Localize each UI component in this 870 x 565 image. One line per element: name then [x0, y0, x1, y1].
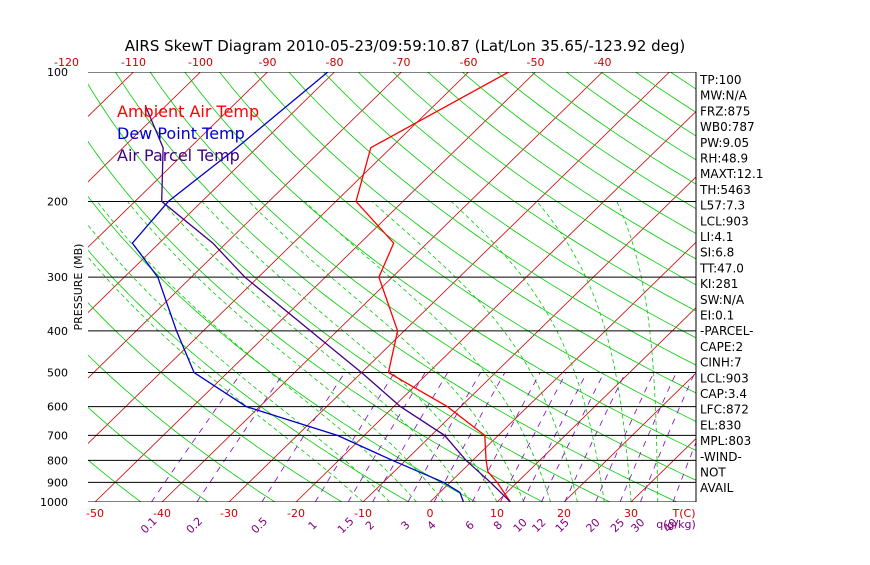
dry-adiabat-line	[0, 72, 7, 502]
index-item: -WIND-	[700, 450, 742, 464]
pressure-tick-label: 200	[47, 195, 68, 208]
index-item: LFC:872	[700, 403, 749, 417]
pressure-tick-label: 600	[47, 401, 68, 414]
dry-adiabat-line	[220, 72, 870, 502]
index-item: CAPE:2	[700, 340, 743, 354]
index-item: CAP:3.4	[700, 387, 747, 401]
moist-adiabat-line	[372, 201, 577, 502]
dry-adiabat-line	[497, 72, 870, 502]
dry-adiabat-line	[358, 72, 870, 502]
moist-adiabat-line	[451, 201, 604, 502]
index-item: MW:N/A	[700, 89, 748, 103]
dry-adiabat-line	[774, 72, 870, 502]
moist-adiabat-line	[202, 201, 497, 502]
top-temp-tick-label: -120	[54, 56, 79, 69]
mixing-ratio-unit: q(g/kg)	[656, 518, 696, 531]
pressure-tick-label: 900	[47, 476, 68, 489]
bottom-temp-tick-label: 10	[490, 507, 504, 520]
mixing-ratio-label: 0.2	[184, 515, 206, 537]
index-item: NOT	[700, 466, 726, 480]
index-item: SW:N/A	[700, 293, 745, 307]
pressure-tick-label: 700	[47, 429, 68, 442]
mixing-ratio-label: 3	[398, 518, 412, 532]
dry-adiabat-line	[324, 72, 870, 502]
dry-adiabat-line	[289, 72, 870, 502]
bottom-temp-tick-label: -50	[86, 507, 104, 520]
top-temp-tick-label: -80	[326, 56, 344, 69]
index-item: TP:100	[699, 73, 742, 87]
index-item: SI:6.8	[700, 246, 734, 260]
pressure-tick-label: 800	[47, 454, 68, 467]
pressure-tick-label: 300	[47, 271, 68, 284]
top-temp-tick-label: -50	[527, 56, 545, 69]
index-item: FRZ:875	[700, 104, 750, 118]
mixing-ratio-label: 0.5	[249, 515, 271, 537]
index-item: PW:9.05	[700, 136, 749, 150]
top-temp-tick-label: -110	[121, 56, 146, 69]
moist-adiabat-line	[97, 201, 417, 502]
mixing-ratio-label: 2	[363, 518, 377, 532]
mixing-ratio-label: 8	[491, 518, 505, 532]
index-item: RH:48.9	[700, 152, 748, 166]
dry-adiabat-line	[254, 72, 870, 502]
moist-adiabat-line	[127, 201, 443, 502]
dry-adiabat-line	[462, 72, 870, 502]
index-item: LI:4.1	[700, 230, 733, 244]
mixing-ratio-label: 20	[584, 516, 603, 535]
legend-item: Air Parcel Temp	[117, 146, 240, 165]
top-temp-tick-label: -100	[188, 56, 213, 69]
bottom-temp-tick-label: -10	[354, 507, 372, 520]
dry-adiabat-line	[428, 72, 870, 502]
dry-adiabat-line	[393, 72, 870, 502]
mixing-ratio-label: 12	[529, 516, 548, 535]
index-item: MAXT:12.1	[700, 167, 763, 181]
index-item: MPL:803	[700, 434, 751, 448]
legend: Ambient Air Temp Dew Point Temp Air Parcel…	[117, 102, 259, 165]
pressure-tick-label: 400	[47, 325, 68, 338]
pressure-tick-label: 500	[47, 367, 68, 380]
mixing-ratio-label: 4	[425, 518, 439, 532]
top-temp-tick-label: -60	[460, 56, 478, 69]
top-temp-tick-label: -70	[393, 56, 411, 69]
mixing-ratio-label: 1	[306, 518, 320, 532]
index-item: TH:5463	[699, 183, 751, 197]
index-item: TT:47.0	[699, 261, 744, 275]
index-item: LCL:903	[700, 371, 749, 385]
isotherm-line	[430, 72, 870, 502]
legend-item: Ambient Air Temp	[117, 102, 259, 121]
index-item: EI:0.1	[700, 309, 734, 323]
y-axis-label: PRESSURE (MB)	[72, 244, 85, 331]
mixing-ratio-label: 10	[511, 516, 530, 535]
air-parcel-temp-line	[146, 106, 511, 502]
mixing-ratio-label: 6	[463, 518, 477, 532]
bottom-temp-tick-label: -20	[287, 507, 305, 520]
moist-adiabat-line	[617, 201, 658, 502]
isotherm-line	[28, 72, 468, 502]
isotherm-line	[765, 72, 870, 502]
index-item: CINH:7	[700, 356, 742, 370]
top-temp-tick-label: -40	[594, 56, 612, 69]
pressure-tick-label: 1000	[40, 496, 68, 509]
moist-adiabat-line	[45, 201, 363, 502]
top-temp-tick-label: -90	[259, 56, 277, 69]
index-item: LCL:903	[700, 214, 749, 228]
index-item: -PARCEL-	[700, 324, 754, 338]
index-item: L57:7.3	[700, 199, 745, 213]
legend-item: Dew Point Temp	[117, 124, 245, 143]
isotherm-line	[497, 72, 870, 502]
index-item: EL:830	[700, 418, 741, 432]
chart-title: AIRS SkewT Diagram 2010-05-23/09:59:10.8…	[125, 37, 686, 55]
bottom-temp-tick-label: -30	[220, 507, 238, 520]
bottom-temp-tick-label: -40	[153, 507, 171, 520]
index-item: WB0:787	[700, 120, 755, 134]
index-item: KI:281	[700, 277, 738, 291]
index-item: AVAIL	[700, 481, 734, 495]
dry-adiabat-line	[740, 72, 870, 502]
bottom-temp-tick-label: 0	[427, 507, 434, 520]
